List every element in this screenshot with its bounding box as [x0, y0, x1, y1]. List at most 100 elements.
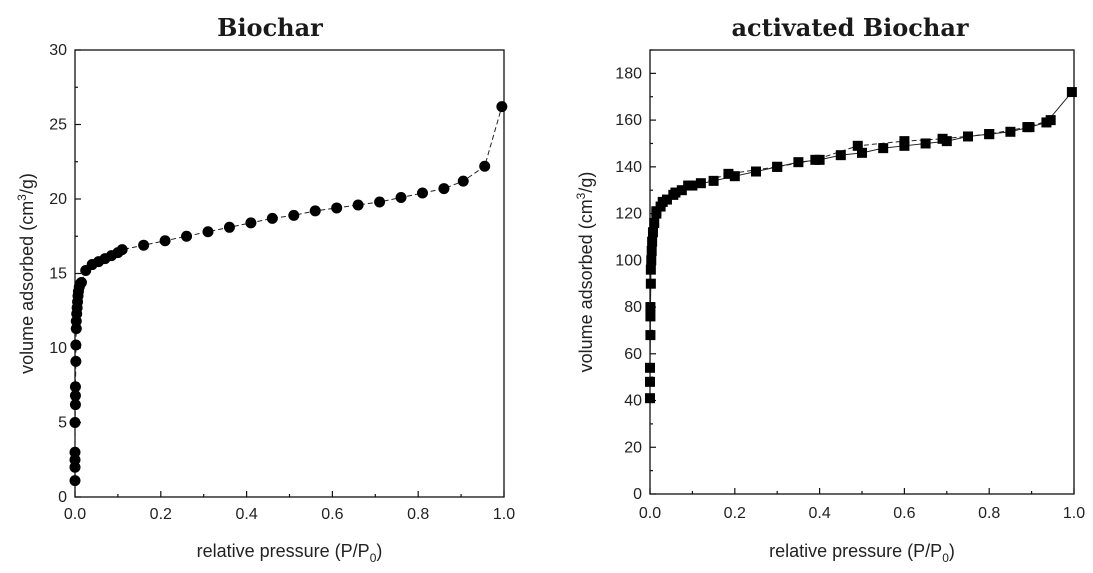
y-tick-label: 25	[49, 117, 67, 134]
data-point	[670, 187, 681, 198]
data-point	[645, 302, 656, 313]
y-tick-label: 0	[58, 489, 67, 506]
x-tick-label: 0.0	[64, 506, 86, 523]
data-point	[695, 178, 706, 189]
data-point	[683, 180, 694, 191]
chart-panel-biochar: Biochar 0.0 0.2 0.4 0.6 0.8 1.0 0 5 10 15 20 25 30 rel…	[0, 0, 546, 573]
x-axis-label-sub: 0	[942, 551, 949, 565]
data-point	[457, 175, 469, 187]
data-point	[647, 227, 658, 238]
y-axis-label-sup: 3	[574, 192, 588, 199]
y-axis-label-main: volume adsorbed (cm	[576, 199, 596, 372]
x-axis-label-main: relative pressure (P/P	[769, 541, 942, 561]
data-point	[645, 278, 656, 289]
data-point	[751, 166, 761, 177]
data-point	[857, 147, 867, 158]
data-point	[835, 150, 846, 161]
data-point	[331, 202, 343, 214]
data-point	[1005, 126, 1016, 137]
data-point	[202, 226, 214, 238]
y-tick-label: 120	[615, 206, 642, 223]
plot-frame	[649, 49, 1075, 495]
data-point	[657, 196, 668, 207]
chart-title: activated Biochar	[731, 13, 968, 42]
data-point	[438, 183, 450, 195]
y-axis-label-close: /g)	[17, 173, 37, 194]
data-point	[416, 187, 428, 199]
data-point	[75, 276, 87, 288]
plot-frame	[74, 49, 505, 498]
data-point	[309, 205, 321, 217]
data-point	[223, 221, 235, 233]
x-tick-label: 0.8	[978, 505, 1000, 522]
x-tick-label: 1.0	[1063, 505, 1085, 522]
data-point	[69, 399, 81, 411]
y-axis-label: volume adsorbed (cm3/g)	[574, 172, 596, 373]
data-point	[374, 196, 386, 208]
y-axis-label-sup: 3	[15, 194, 29, 201]
data-point	[810, 154, 821, 165]
data-point	[288, 209, 300, 221]
data-point	[645, 362, 655, 373]
data-point	[245, 217, 257, 229]
data-point	[645, 264, 656, 275]
data-point	[645, 311, 656, 322]
data-point	[352, 199, 364, 211]
data-point	[647, 236, 658, 247]
x-tick-label: 0.6	[321, 506, 343, 523]
series-line	[649, 91, 1073, 399]
data-point	[963, 131, 973, 142]
x-axis-label: relative pressure (P/P0)	[197, 541, 383, 565]
data-point	[645, 330, 656, 341]
data-point	[69, 446, 81, 458]
data-point	[1066, 87, 1077, 98]
data-point	[645, 376, 655, 387]
chart-title: Biochar	[217, 13, 323, 42]
x-tick-label: 0.2	[724, 505, 746, 522]
data-point	[651, 206, 662, 217]
y-tick-label: 5	[58, 415, 67, 432]
x-tick-label: 0.2	[150, 506, 172, 523]
y-tick-label: 20	[49, 191, 67, 208]
data-point	[899, 136, 910, 147]
data-point	[920, 138, 931, 149]
y-axis-label: volume adsorbed (cm3/g)	[15, 173, 37, 374]
data-point	[646, 245, 657, 256]
data-point	[708, 175, 719, 186]
data-point	[159, 235, 171, 247]
x-tick-label: 0.4	[808, 505, 830, 522]
data-point	[266, 212, 278, 224]
data-point	[937, 133, 948, 144]
data-point	[70, 339, 82, 351]
x-axis-label-sub: 0	[370, 551, 377, 565]
data-point	[479, 160, 491, 172]
y-tick-label: 0	[633, 486, 642, 503]
y-tick-label: 100	[615, 252, 642, 269]
data-point	[646, 255, 657, 266]
y-tick-label: 10	[49, 340, 67, 357]
data-point	[723, 168, 734, 179]
data-point	[70, 355, 82, 367]
y-tick-label: 180	[615, 65, 642, 82]
data-point	[793, 157, 804, 168]
x-tick-label: 0.4	[235, 506, 257, 523]
data-point	[645, 393, 655, 404]
y-tick-label: 20	[624, 439, 642, 456]
y-tick-label: 60	[624, 346, 642, 363]
x-tick-label: 0.0	[639, 505, 661, 522]
y-axis-label-close: /g)	[576, 172, 596, 193]
y-tick-label: 40	[624, 393, 642, 410]
data-point	[878, 143, 889, 154]
y-tick-label: 15	[49, 266, 67, 283]
y-tick-label: 160	[615, 112, 642, 129]
data-point	[852, 140, 863, 151]
x-axis-label: relative pressure (P/P0)	[769, 541, 955, 565]
x-tick-label: 0.6	[893, 505, 915, 522]
x-tick-label: 0.8	[407, 506, 429, 523]
y-tick-label: 30	[49, 42, 67, 59]
y-tick-label: 80	[624, 299, 642, 316]
data-point	[649, 217, 660, 228]
data-point	[1045, 115, 1056, 126]
data-point	[1022, 122, 1033, 133]
